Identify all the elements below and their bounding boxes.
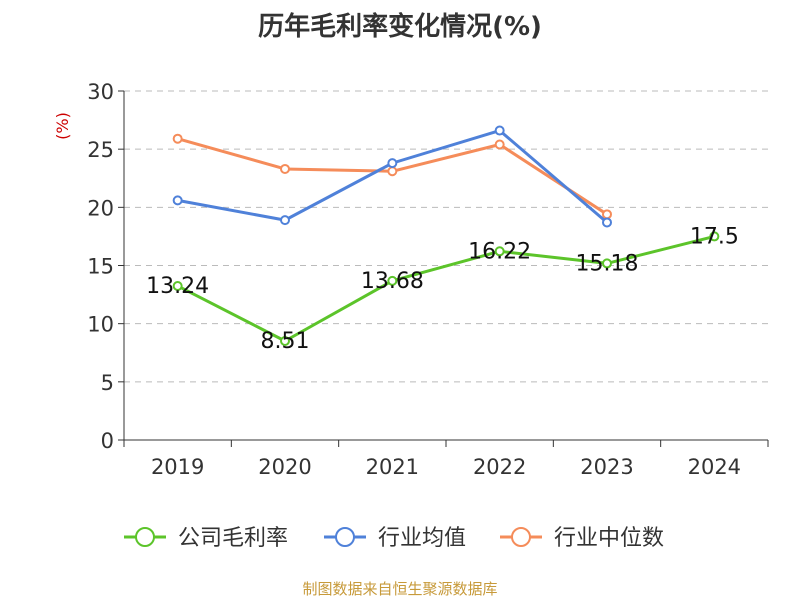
data-point	[172, 195, 183, 206]
legend-label: 行业中位数	[554, 526, 664, 551]
data-point	[494, 139, 505, 150]
data-point	[602, 258, 612, 269]
y-tick-label: 5	[101, 371, 114, 395]
data-label: 13.24	[146, 274, 209, 299]
legend-label: 公司毛利率	[178, 526, 288, 551]
data-point	[387, 275, 398, 286]
y-tick-label: 30	[87, 80, 114, 104]
data-label: 8.51	[261, 329, 310, 354]
data-point	[494, 125, 505, 136]
x-tick-label: 2020	[258, 455, 311, 479]
data-point	[280, 215, 290, 226]
y-tick-label: 15	[87, 255, 114, 279]
y-tick-label: 10	[87, 313, 114, 337]
data-point	[602, 209, 612, 220]
y-tick-label: 25	[87, 138, 114, 162]
series-line-2	[177, 137, 608, 216]
data-point	[387, 166, 398, 177]
series-lines	[172, 125, 720, 347]
y-tick-labels: 0 5 10 15 20 25 30	[87, 80, 114, 453]
y-tick-label: 20	[87, 196, 114, 220]
legend: 公司毛利率 行业均值 行业中位数	[124, 526, 664, 551]
data-point	[172, 133, 183, 144]
data-labels: 13.24 8.51 13.68 16.22 15.18 17.5	[146, 224, 739, 354]
x-tick-label: 2023	[580, 455, 633, 479]
grid-lines	[124, 90, 768, 383]
y-axis-label: (%)	[53, 112, 72, 140]
legend-label: 行业均值	[378, 526, 466, 551]
data-point	[280, 336, 290, 347]
data-point	[709, 231, 720, 242]
data-point	[602, 217, 612, 228]
y-tick-label: 0	[101, 429, 114, 453]
legend-marker	[511, 527, 531, 547]
x-tick-label: 2022	[473, 455, 526, 479]
chart-title: 历年毛利率变化情况(%)	[258, 12, 542, 42]
x-tick-labels: 2019 2020 2021 2022 2023 2024	[151, 455, 741, 479]
series-line-0	[176, 234, 715, 343]
data-point	[494, 246, 505, 257]
x-tick-label: 2019	[151, 455, 204, 479]
data-label: 13.68	[361, 269, 424, 294]
data-label: 15.18	[576, 251, 639, 276]
data-label: 17.5	[690, 224, 739, 249]
data-point	[387, 158, 398, 169]
axes	[118, 90, 769, 447]
series-line-1	[177, 129, 608, 224]
data-point	[172, 280, 183, 291]
data-label: 16.22	[468, 239, 531, 264]
legend-marker	[335, 527, 355, 547]
x-tick-label: 2021	[366, 455, 419, 479]
source-note: 制图数据来自恒生聚源数据库	[302, 580, 498, 598]
x-tick-label: 2024	[688, 455, 741, 479]
legend-marker	[135, 527, 155, 547]
data-point	[280, 163, 290, 174]
